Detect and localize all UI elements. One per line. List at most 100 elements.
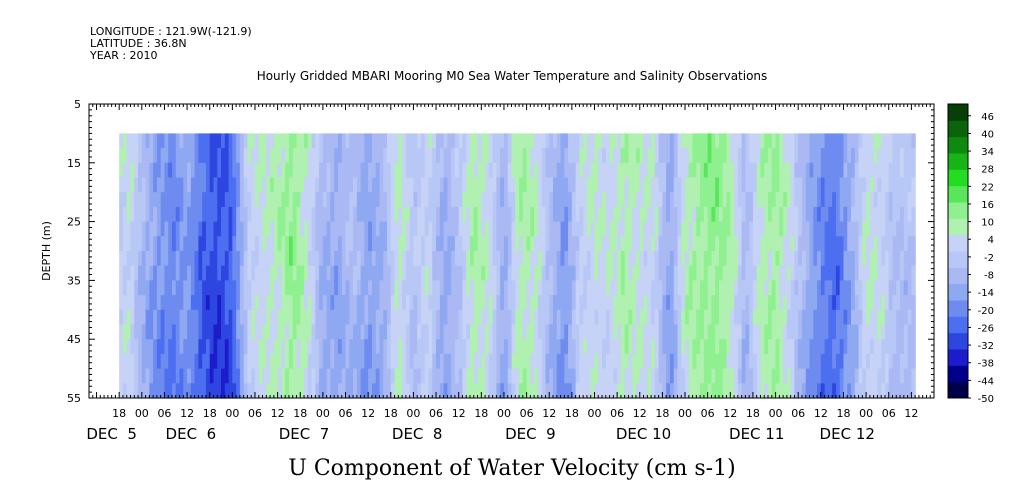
- heatmap-cell: [194, 295, 199, 311]
- heatmap-cell: [541, 206, 547, 223]
- heatmap-cell: [677, 309, 682, 326]
- heatmap-cell: [737, 177, 743, 193]
- heatmap-cell: [228, 339, 233, 355]
- heatmap-cell: [330, 192, 335, 208]
- heatmap-cell: [832, 133, 837, 149]
- heatmap-cell: [288, 383, 294, 399]
- heatmap-cell: [722, 148, 728, 164]
- heatmap-cell: [839, 383, 845, 399]
- heatmap-cell: [745, 280, 750, 296]
- heatmap-cell: [858, 309, 863, 326]
- heatmap-cell: [488, 221, 494, 237]
- heatmap-cell: [194, 324, 199, 340]
- heatmap-cell: [470, 236, 475, 252]
- heatmap-cell: [466, 221, 471, 237]
- heatmap-cell: [194, 368, 199, 384]
- heatmap-cell: [847, 148, 852, 164]
- heatmap-cell: [307, 353, 313, 370]
- heatmap-cell: [251, 368, 256, 384]
- heatmap-cell: [198, 295, 203, 311]
- heatmap-cell: [609, 148, 614, 164]
- heatmap-cell: [722, 280, 728, 296]
- heatmap-cell: [571, 192, 577, 208]
- heatmap-cell: [239, 148, 245, 164]
- heatmap-cell: [326, 339, 332, 355]
- heatmap-cell: [783, 265, 788, 281]
- heatmap-cell: [643, 192, 648, 208]
- heatmap-cell: [775, 221, 780, 237]
- heatmap-cell: [590, 162, 596, 179]
- heatmap-cell: [594, 251, 599, 267]
- heatmap-cell: [737, 295, 743, 311]
- heatmap-cell: [183, 251, 188, 267]
- heatmap-cell: [398, 192, 403, 208]
- heatmap-cell: [368, 368, 373, 384]
- heatmap-cell: [424, 133, 430, 149]
- heatmap-cell: [866, 353, 871, 370]
- heatmap-cell: [398, 324, 403, 340]
- heatmap-cell: [145, 295, 150, 311]
- heatmap-cell: [251, 192, 256, 208]
- heatmap-cell: [571, 324, 577, 340]
- heatmap-cell: [488, 133, 494, 149]
- heatmap-cell: [537, 251, 543, 267]
- heatmap-cell: [873, 353, 879, 370]
- heatmap-cell: [360, 265, 365, 281]
- heatmap-cell: [662, 324, 667, 340]
- heatmap-cell: [492, 221, 498, 237]
- heatmap-cell: [907, 148, 912, 164]
- heatmap-cell: [549, 295, 554, 311]
- heatmap-cell: [798, 192, 803, 208]
- heatmap-cell: [364, 383, 369, 399]
- heatmap-cell: [658, 353, 663, 370]
- heatmap-cell: [643, 221, 648, 237]
- heatmap-cell: [413, 192, 418, 208]
- heatmap-cell: [236, 206, 241, 223]
- heatmap-cell: [579, 177, 584, 193]
- heatmap-cell: [892, 339, 897, 355]
- heatmap-cell: [349, 236, 354, 252]
- heatmap-cell: [877, 280, 882, 296]
- heatmap-cell: [500, 162, 505, 179]
- heatmap-cell: [786, 206, 792, 223]
- heatmap-cell: [270, 295, 275, 311]
- heatmap-cell: [409, 309, 415, 326]
- heatmap-cell: [156, 221, 162, 237]
- heatmap-cell: [515, 162, 520, 179]
- heatmap-cell: [473, 309, 479, 326]
- heatmap-cell: [319, 148, 324, 164]
- heatmap-cell: [383, 339, 388, 355]
- heatmap-cell: [786, 221, 792, 237]
- heatmap-cell: [371, 383, 377, 399]
- heatmap-cell: [485, 133, 490, 149]
- heatmap-cell: [737, 162, 743, 179]
- heatmap-cell: [771, 162, 777, 179]
- heatmap-cell: [745, 324, 750, 340]
- heatmap-cell: [801, 162, 807, 179]
- heatmap-cell: [368, 280, 373, 296]
- hour-tick-label: 00: [135, 407, 149, 420]
- heatmap-cell: [764, 162, 769, 179]
- heatmap-cell: [424, 162, 430, 179]
- heatmap-cell: [586, 353, 592, 370]
- heatmap-cell: [745, 295, 750, 311]
- heatmap-cell: [752, 133, 758, 149]
- heatmap-cell: [779, 295, 784, 311]
- heatmap-cell: [590, 353, 596, 370]
- heatmap-cell: [639, 383, 645, 399]
- heatmap-cell: [764, 251, 769, 267]
- heatmap-cell: [221, 221, 226, 237]
- heatmap-cell: [571, 309, 577, 326]
- heatmap-cell: [337, 324, 343, 340]
- heatmap-cell: [409, 368, 415, 384]
- heatmap-cell: [160, 280, 166, 296]
- heatmap-cell: [492, 236, 498, 252]
- heatmap-cell: [858, 206, 863, 223]
- heatmap-cell: [224, 339, 230, 355]
- heatmap-cell: [711, 236, 716, 252]
- heatmap-cell: [296, 221, 301, 237]
- heatmap-cell: [281, 251, 286, 267]
- heatmap-cell: [398, 368, 403, 384]
- heatmap-cell: [349, 206, 354, 223]
- heatmap-cell: [862, 339, 867, 355]
